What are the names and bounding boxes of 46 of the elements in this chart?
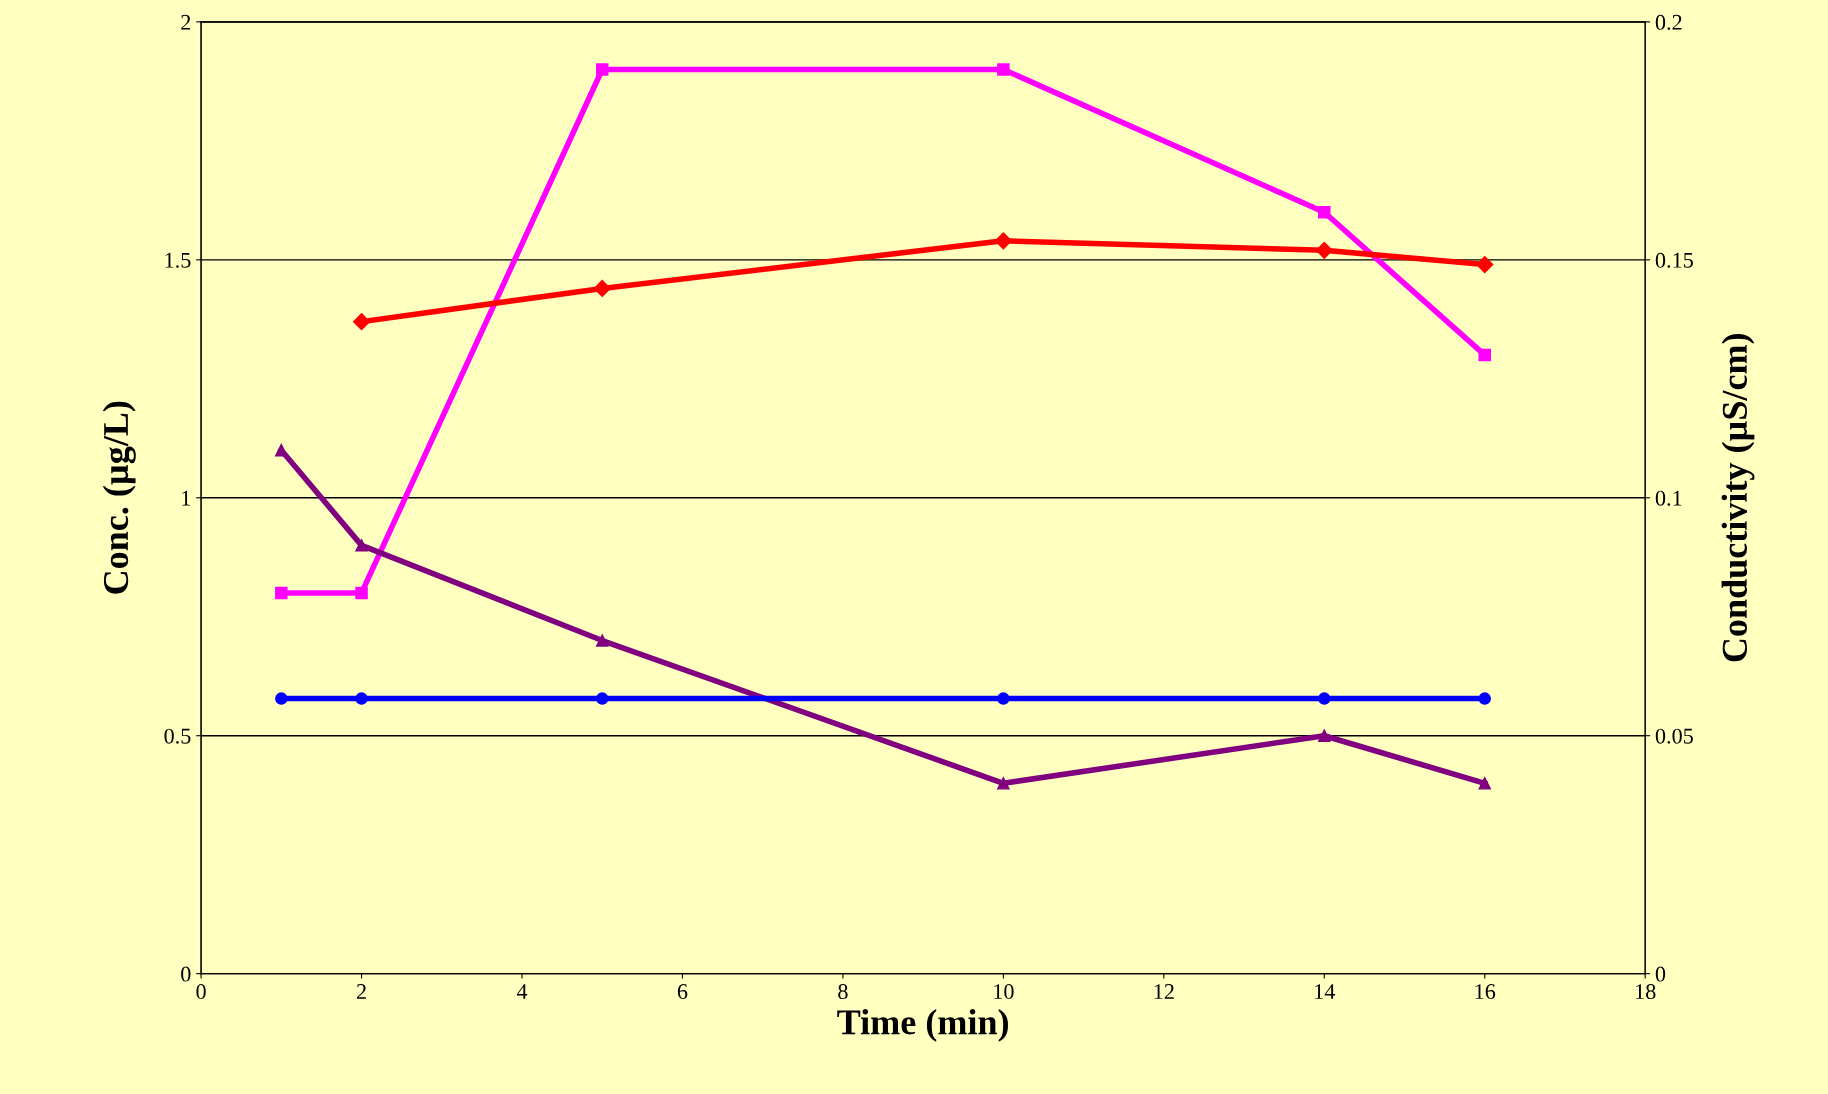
point bbox=[1318, 729, 1331, 742]
point bbox=[1318, 692, 1331, 705]
point bbox=[994, 232, 1012, 250]
x-tick-label: 2 bbox=[356, 984, 366, 999]
point bbox=[997, 777, 1010, 790]
x-tick-label: 18 bbox=[1636, 984, 1656, 1000]
point bbox=[275, 586, 288, 600]
y-tick-label: 1 bbox=[182, 490, 191, 506]
y-tick-label: 1.5 bbox=[165, 252, 191, 268]
point bbox=[355, 692, 368, 705]
y-tick-label: 2 bbox=[181, 14, 191, 30]
point bbox=[1478, 348, 1491, 362]
point bbox=[997, 692, 1010, 705]
x-tick-label: 8 bbox=[838, 984, 848, 1000]
x-tick-label: 0 bbox=[196, 984, 206, 1000]
x-tick-label: 14 bbox=[1315, 984, 1336, 999]
point bbox=[595, 63, 609, 76]
point bbox=[275, 692, 288, 705]
x-tick-label: 16 bbox=[1475, 984, 1496, 1000]
point bbox=[1478, 692, 1491, 705]
y2-tick-label: 0.05 bbox=[1655, 728, 1693, 744]
point bbox=[593, 279, 611, 297]
point bbox=[595, 692, 609, 705]
point bbox=[1476, 256, 1494, 274]
point bbox=[595, 634, 609, 647]
y2-tick-label: 0.1 bbox=[1655, 490, 1682, 506]
point bbox=[275, 443, 288, 457]
x-tick-label: 6 bbox=[677, 984, 688, 1000]
x-axis-title: Time (min) bbox=[837, 1009, 1008, 1042]
point bbox=[1478, 777, 1491, 790]
point bbox=[355, 539, 368, 552]
y-tick-label: 0 bbox=[181, 966, 191, 982]
y2-tick-label: 0.2 bbox=[1655, 14, 1682, 30]
y2-axis-title: Conductivity (µS/cm) bbox=[1721, 333, 1755, 662]
point bbox=[352, 313, 371, 331]
x-tick-label: 4 bbox=[516, 984, 528, 999]
point bbox=[1318, 205, 1331, 219]
y-axis-title: Conc. (µg/L) bbox=[102, 401, 136, 594]
y-tick-label: 0.5 bbox=[164, 728, 191, 744]
point bbox=[355, 586, 368, 600]
point bbox=[1315, 241, 1333, 259]
y2-tick-label: 0 bbox=[1655, 966, 1666, 982]
y2-tick-label: 0.15 bbox=[1655, 252, 1693, 268]
x-tick-label: 12 bbox=[1154, 984, 1174, 999]
x-tick-label: 10 bbox=[994, 984, 1014, 1000]
point bbox=[997, 63, 1010, 76]
